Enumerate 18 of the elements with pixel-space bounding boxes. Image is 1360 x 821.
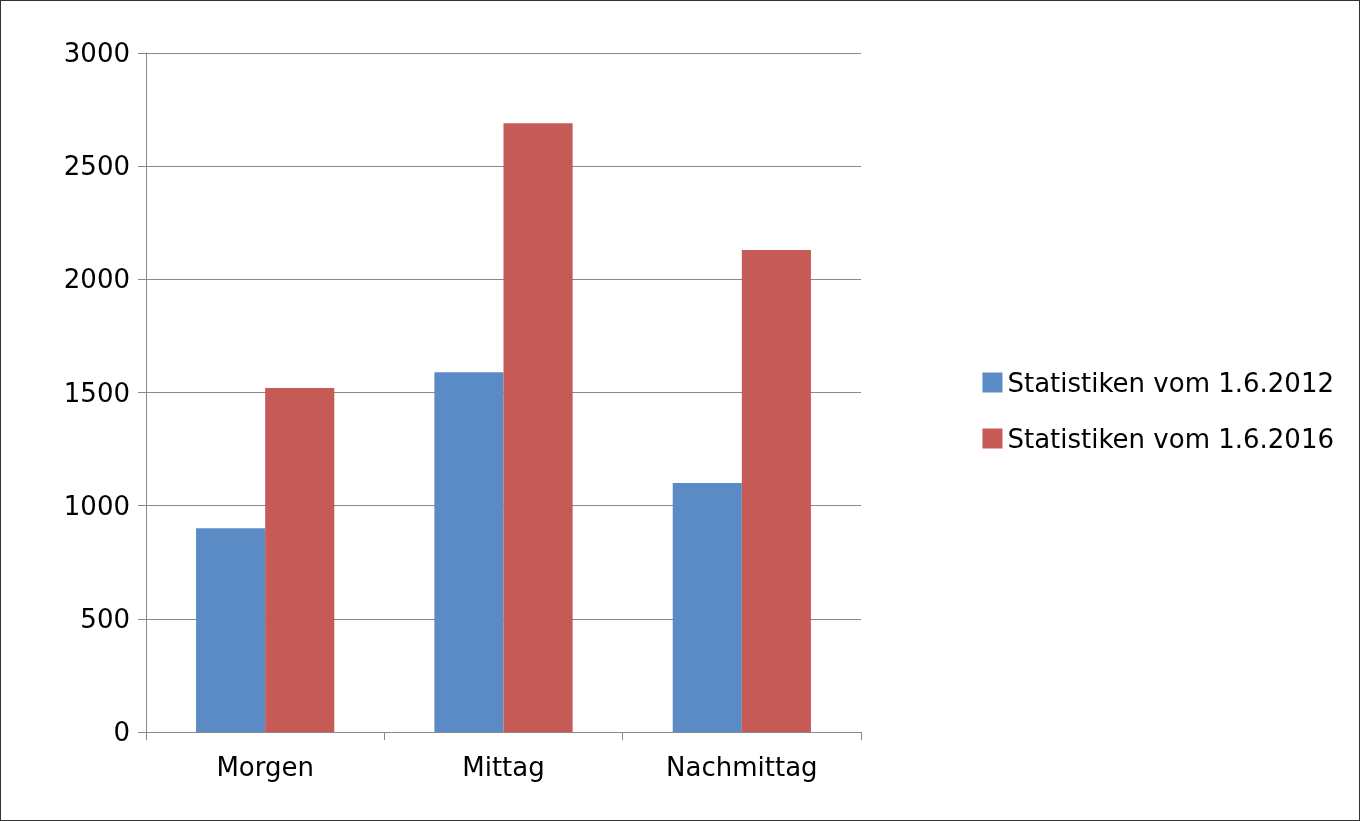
legend-label: Statistiken vom 1.6.2012 <box>1007 367 1335 398</box>
y-tick-label: 500 <box>80 603 130 634</box>
y-tick-label: 2500 <box>63 151 130 182</box>
legend-label: Statistiken vom 1.6.2016 <box>1007 423 1335 454</box>
bar <box>434 372 504 732</box>
bar <box>672 483 742 732</box>
bar <box>503 123 573 732</box>
y-tick-label: 1500 <box>63 377 130 408</box>
y-tick-label: 1000 <box>63 490 130 521</box>
bar <box>265 387 335 732</box>
y-tick-label: 2000 <box>63 264 130 295</box>
y-tick-label: 3000 <box>63 38 130 68</box>
y-tick-label: 0 <box>113 717 130 747</box>
bar <box>741 249 811 732</box>
x-tick-label: Mittag <box>462 752 545 782</box>
x-tick-label: Morgen <box>216 752 314 782</box>
x-tick-label: Nachmittag <box>666 752 818 782</box>
bar <box>196 528 266 732</box>
